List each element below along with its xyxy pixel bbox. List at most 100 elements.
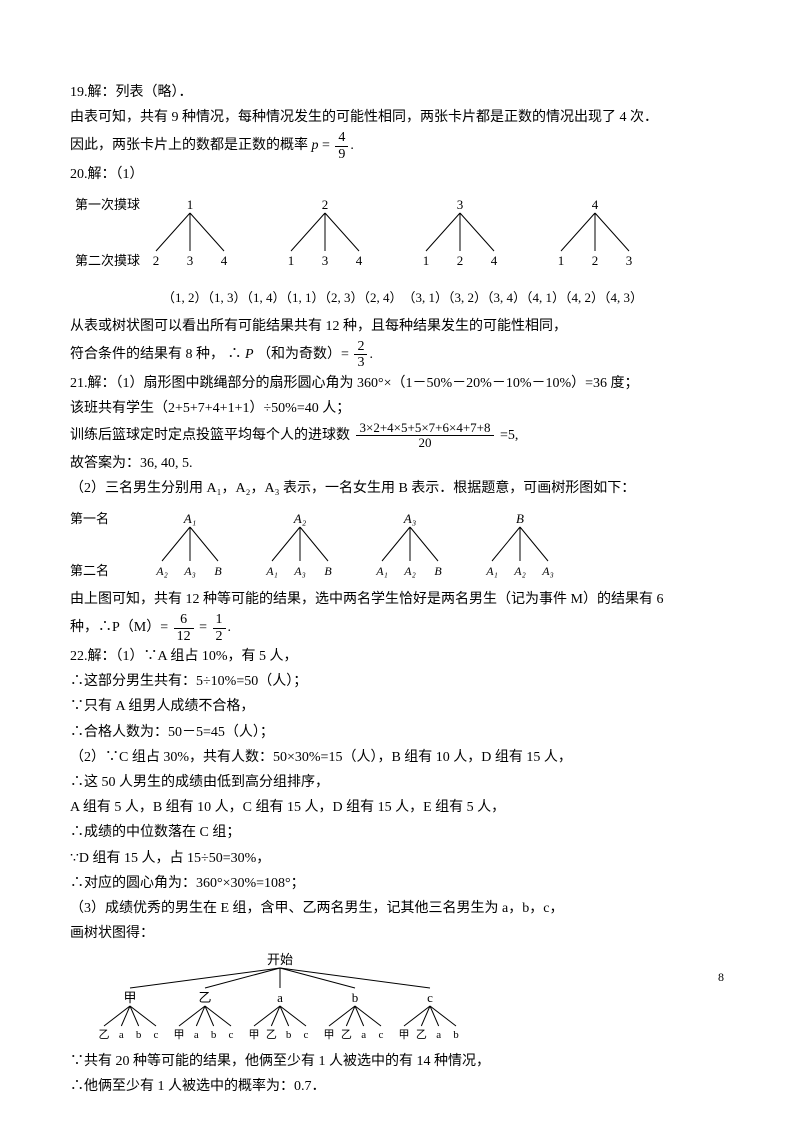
svg-text:2: 2 [457,253,464,268]
svg-text:A₃: A₃ [403,511,416,526]
q21-l3: 训练后篮球定时定点投篮平均每个人的进球数 3×2+4×5+5×7+6×4+7+8… [70,421,724,451]
q20-header: 20.解：（1） [70,162,724,187]
svg-text:乙: 乙 [198,990,211,1005]
svg-text:c: c [304,1029,309,1041]
svg-text:2: 2 [322,197,329,212]
q22-l8: ∴成绩的中位数落在 C 组； [70,820,724,845]
svg-text:a: a [361,1029,366,1041]
q21-fracA: 6 12 [174,612,194,644]
svg-text:3: 3 [322,253,329,268]
svg-text:3: 3 [457,197,464,212]
q22-l7: A 组有 5 人，B 组有 10 人，C 组有 15 人，D 组有 15 人，E… [70,795,724,820]
q22-l5: （2）∵C 组占 30%，共有人数：50×30%=15（人），B 组有 10 人… [70,745,724,770]
q20-after2: 符合条件的结果有 8 种， ∴ P （和为奇数）= 2 3 . [70,339,724,371]
svg-text:4: 4 [491,253,498,268]
q22-l4: ∴合格人数为：50－5=45（人）； [70,720,724,745]
svg-text:1: 1 [423,253,430,268]
q22-l14: ∴他俩至少有 1 人被选中的概率为：0.7． [70,1074,724,1099]
fraction-numerator: 6 [174,612,194,628]
therefore-symbol: ∴ [228,347,242,362]
q20-period: . [369,347,373,362]
svg-text:A₂: A₂ [293,511,307,526]
q21-fracB: 1 2 [213,612,226,644]
q21-period: . [228,620,232,635]
q21-l1: 21.解：（1）扇形图中跳绳部分的扇形圆心角为 360°×（1－50%－20%－… [70,371,724,396]
svg-text:乙: 乙 [99,1028,110,1041]
svg-text:3: 3 [626,253,633,268]
fraction-numerator: 3×2+4×5+5×7+6×4+7+8 [356,421,495,436]
svg-text:b: b [136,1029,142,1041]
q22-tree-diagram: 开始甲乙abc乙甲abca甲乙bcb甲乙acc甲乙ab [70,950,724,1045]
q21-tree-diagram: 第一名 第二名 A₁A₂A₃BA₂A₁A₃BA₃A₁A₂BBA₁A₂A₃ [70,505,724,583]
svg-text:4: 4 [356,253,363,268]
page-content: 19.解：列表（略）． 由表可知，共有 9 种情况，每种情况发生的可能性相同，两… [0,0,794,1013]
q21-l2: 该班共有学生（2+5+7+4+1+1）÷50%=40 人； [70,396,724,421]
q22-l10: ∴对应的圆心角为：360°×30%=108°； [70,871,724,896]
q20-fraction: 2 3 [354,339,367,371]
q22-l9: ∵D 组有 15 人，占 15÷50=30%， [70,846,724,871]
q22-l2: ∴这部分男生共有：5÷10%=50（人）； [70,669,724,694]
svg-text:2: 2 [592,253,599,268]
svg-text:4: 4 [221,253,228,268]
q20-row2-label: 第二次摸球 [75,253,140,268]
svg-text:A₁: A₁ [375,564,388,578]
svg-text:甲: 甲 [249,1029,260,1041]
q22-l6: ∴这 50 人男生的成绩由低到高分组排序， [70,770,724,795]
svg-text:c: c [154,1029,159,1041]
svg-text:b: b [211,1029,217,1041]
q19-eq: = [322,138,333,153]
q20-after2-pre: 符合条件的结果有 8 种， [70,347,224,362]
q21-l5: （2）三名男生分别用 A₁，A₂，A₃ 表示，一名女生用 B 表示．根据题意，可… [70,476,724,501]
svg-text:A₃: A₃ [183,564,196,578]
svg-text:1: 1 [558,253,565,268]
svg-text:甲: 甲 [399,1029,410,1041]
svg-text:A₃: A₃ [293,564,306,578]
q20-P: P [245,347,254,362]
q22-l12: 画树状图得： [70,921,724,946]
svg-text:A₁: A₁ [265,564,278,578]
svg-text:2: 2 [153,253,160,268]
svg-text:甲: 甲 [123,990,136,1005]
q20-tree-svg: 第一次摸球 第二次摸球 1234213431244123 [70,191,700,286]
fraction-denominator: 12 [174,629,194,644]
svg-text:A₁: A₁ [183,511,196,526]
svg-text:A₃: A₃ [541,564,554,578]
q20-tree-diagram: 第一次摸球 第二次摸球 1234213431244123 （1, 2）（1, 3… [70,191,724,309]
svg-text:c: c [229,1029,234,1041]
svg-text:甲: 甲 [174,1029,185,1041]
svg-text:乙: 乙 [341,1028,352,1041]
svg-text:乙: 乙 [266,1028,277,1041]
fraction-denominator: 2 [213,629,226,644]
svg-text:a: a [194,1029,199,1041]
q21-l7: 种，∴P（M）= 6 12 = 1 2 . [70,612,724,644]
svg-text:a: a [119,1029,124,1041]
svg-text:b: b [453,1029,459,1041]
q20-outcomes: （1, 2）（1, 3）（1, 4）（1, 1）（2, 3）（2, 4） （3,… [70,286,724,309]
fraction-numerator: 4 [335,130,348,146]
q21-l6: 由上图可知，共有 12 种等可能的结果，选中两名学生恰好是两名男生（记为事件 M… [70,587,724,612]
svg-text:A₂: A₂ [403,564,416,578]
q22-l3: ∵只有 A 组男人成绩不合格， [70,694,724,719]
fraction-denominator: 9 [335,147,348,162]
page-number: 8 [718,967,724,989]
svg-text:a: a [436,1029,441,1041]
q22-l13: ∵共有 20 种等可能的结果，他俩至少有 1 人被选中的有 14 种情况， [70,1049,724,1074]
q19-p-var: p [312,138,319,153]
fraction-denominator: 3 [354,355,367,370]
svg-text:b: b [352,990,359,1005]
q22-tree-svg: 开始甲乙abc乙甲abca甲乙bcb甲乙acc甲乙ab [70,950,490,1045]
svg-text:A₂: A₂ [155,564,168,578]
q20-row1-label: 第一次摸球 [75,197,140,212]
q22-l11: （3）成绩优秀的男生在 E 组，含甲、乙两名男生，记其他三名男生为 a，b，c， [70,896,724,921]
q19-period: . [350,138,354,153]
q20-paren: （和为奇数）= [257,347,352,362]
svg-text:c: c [427,990,433,1005]
q19-line2: 由表可知，共有 9 种情况，每种情况发生的可能性相同，两张卡片都是正数的情况出现… [70,105,724,130]
q21-row1-label: 第一名 [70,511,109,526]
svg-text:c: c [379,1029,384,1041]
svg-text:A₂: A₂ [513,564,526,578]
fraction-numerator: 2 [354,339,367,355]
svg-text:B: B [434,564,442,578]
svg-text:B: B [214,564,222,578]
q21-tree-svg: 第一名 第二名 A₁A₂A₃BA₂A₁A₃BA₃A₁A₂BBA₁A₂A₃ [70,505,630,583]
